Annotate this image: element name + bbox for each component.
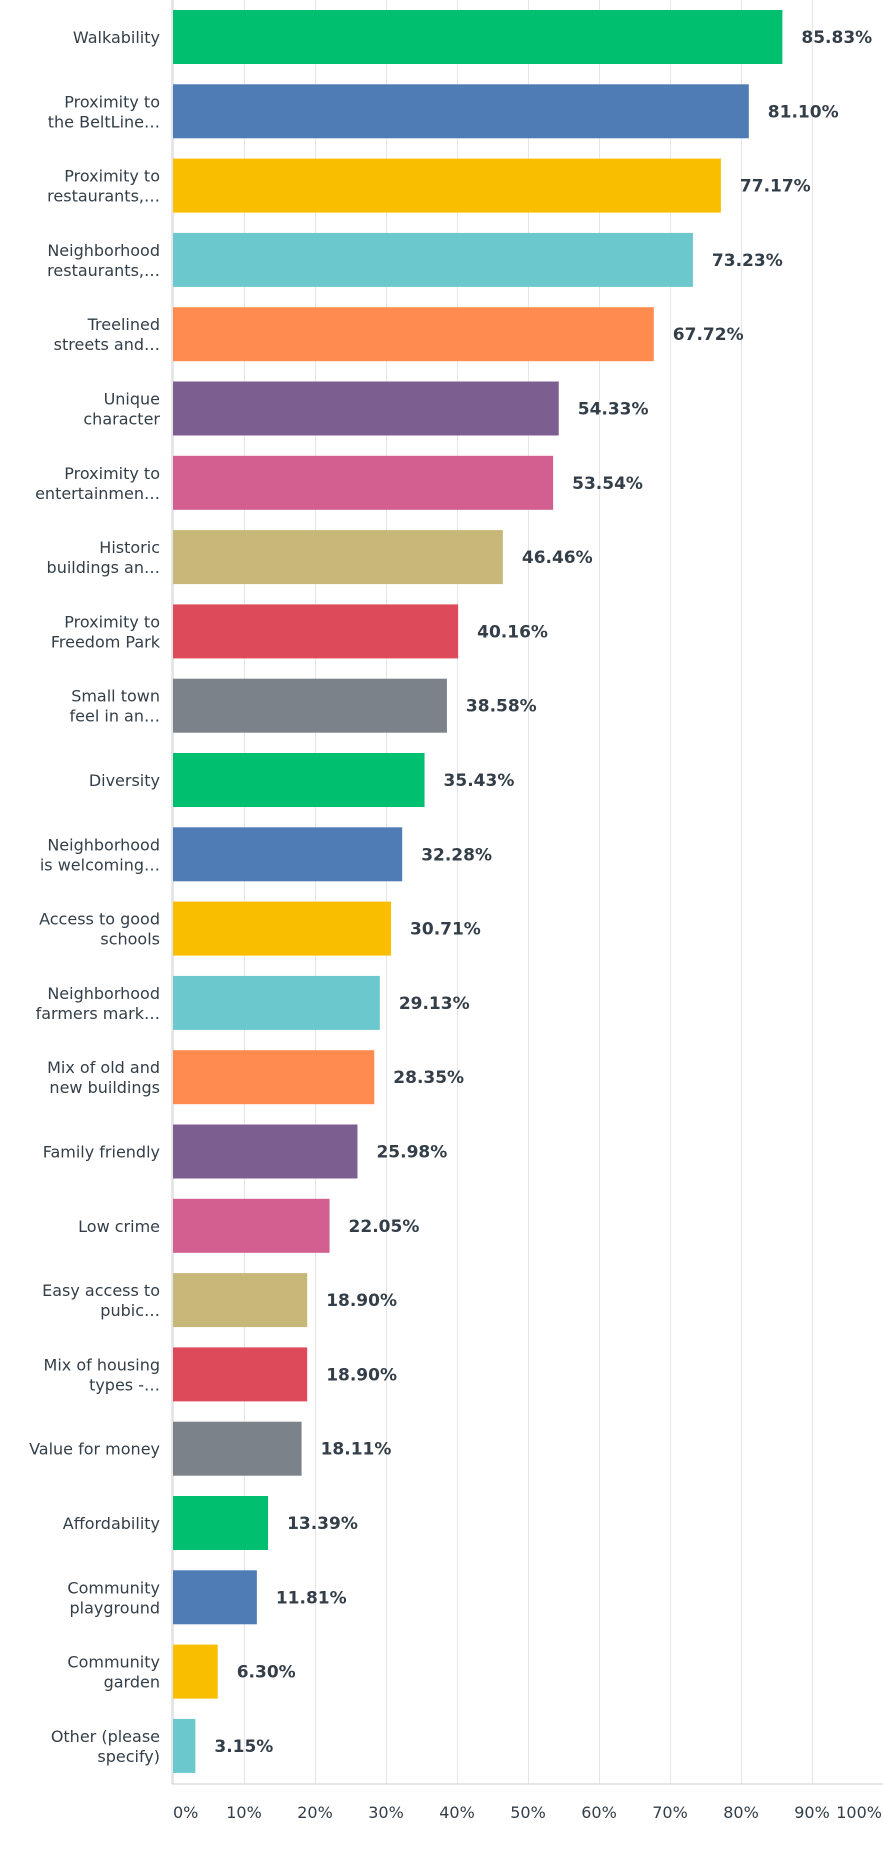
value-label: 18.90% xyxy=(326,1365,397,1385)
bar xyxy=(173,10,783,64)
x-tick-label: 50% xyxy=(510,1803,546,1822)
x-tick-labels: 0% 10% 20% 30% 40% 50% 60% 70% 80% 90% 100% xyxy=(173,1803,882,1822)
value-label: 35.43% xyxy=(444,771,515,791)
bar xyxy=(173,901,392,956)
bar xyxy=(173,1198,330,1253)
value-label: 28.35% xyxy=(393,1068,464,1088)
category-label: Low crime xyxy=(78,1217,160,1236)
value-label: 18.11% xyxy=(321,1440,392,1460)
bars xyxy=(173,10,783,1773)
value-label: 67.72% xyxy=(673,325,744,345)
x-tick-label: 20% xyxy=(297,1803,333,1822)
bar xyxy=(173,753,425,807)
value-label: 53.54% xyxy=(572,474,643,494)
value-label: 32.28% xyxy=(421,845,492,865)
value-label: 73.23% xyxy=(712,251,783,271)
category-label: Proximity to Freedom Park xyxy=(51,612,161,651)
category-label: Small town feel in an… xyxy=(70,687,160,726)
value-label: 29.13% xyxy=(399,994,470,1014)
bar xyxy=(173,1496,269,1550)
value-label: 18.90% xyxy=(326,1291,397,1311)
value-label: 11.81% xyxy=(276,1588,347,1608)
value-label: 22.05% xyxy=(349,1217,420,1237)
value-label: 46.46% xyxy=(522,548,593,568)
value-label: 81.10% xyxy=(768,102,839,122)
value-label: 54.33% xyxy=(578,400,649,420)
category-label: Proximity to restaurants,… xyxy=(47,167,160,206)
category-label: Unique character xyxy=(83,390,160,429)
category-label: Historic buildings an… xyxy=(47,538,160,577)
value-labels: 85.83% 81.10% 77.17% 73.23% 67.72% 54.33% 53.5… xyxy=(214,28,872,1757)
category-label: Family friendly xyxy=(43,1143,160,1162)
bar xyxy=(173,232,693,287)
bar xyxy=(173,455,554,510)
category-label: Proximity to the BeltLine… xyxy=(48,92,160,131)
bar xyxy=(173,1347,308,1402)
x-tick-label: 90% xyxy=(794,1803,830,1822)
category-label: Other (please specify) xyxy=(51,1727,160,1766)
category-label: Easy access to pubic… xyxy=(42,1281,160,1320)
category-label: Treelined streets and… xyxy=(54,315,160,354)
x-tick-label: 100% xyxy=(836,1803,882,1822)
x-tick-label: 0% xyxy=(173,1803,198,1822)
value-label: 77.17% xyxy=(740,177,811,197)
category-label: Neighborhood is welcoming… xyxy=(40,835,160,874)
value-label: 3.15% xyxy=(214,1737,273,1757)
bar xyxy=(173,307,654,362)
bar xyxy=(173,1644,218,1699)
x-tick-label: 40% xyxy=(439,1803,475,1822)
x-tick-label: 10% xyxy=(226,1803,262,1822)
value-label: 85.83% xyxy=(801,28,872,48)
value-label: 25.98% xyxy=(376,1143,447,1163)
bar xyxy=(173,975,380,1030)
category-label: Neighborhood restaurants,… xyxy=(47,241,160,280)
value-label: 30.71% xyxy=(410,920,481,940)
x-tick-label: 70% xyxy=(652,1803,688,1822)
value-label: 13.39% xyxy=(287,1514,358,1534)
category-label: Community playground xyxy=(67,1578,160,1617)
bar xyxy=(173,1050,375,1105)
x-tick-label: 60% xyxy=(581,1803,617,1822)
bar xyxy=(173,604,459,659)
x-tick-label: 80% xyxy=(723,1803,759,1822)
bar xyxy=(173,1124,358,1179)
category-label: Mix of old and new buildings xyxy=(47,1058,160,1097)
gridlines xyxy=(173,0,813,1784)
bar xyxy=(173,381,559,436)
value-label: 6.30% xyxy=(237,1663,296,1683)
bar xyxy=(173,530,503,585)
category-label: Neighborhood farmers mark… xyxy=(36,984,160,1023)
bar xyxy=(173,1421,302,1476)
category-label: Value for money xyxy=(29,1440,160,1459)
bar xyxy=(173,1273,308,1328)
category-label: Mix of housing types -… xyxy=(44,1355,160,1394)
value-label: 38.58% xyxy=(466,697,537,717)
bar xyxy=(173,1570,257,1625)
bar xyxy=(173,84,749,139)
bar xyxy=(173,1718,196,1773)
bar xyxy=(173,827,403,882)
category-label: Walkability xyxy=(73,28,160,47)
bar xyxy=(173,678,447,733)
category-label: Proximity to entertainmen… xyxy=(35,464,160,503)
category-label: Access to good schools xyxy=(39,910,160,949)
category-label: Diversity xyxy=(89,771,160,790)
value-label: 40.16% xyxy=(477,622,548,642)
bar xyxy=(173,158,721,213)
category-labels: Walkability Proximity to the BeltLine… Prox… xyxy=(29,28,161,1766)
x-tick-label: 30% xyxy=(368,1803,404,1822)
category-label: Affordability xyxy=(63,1514,160,1533)
category-label: Community garden xyxy=(67,1653,160,1692)
